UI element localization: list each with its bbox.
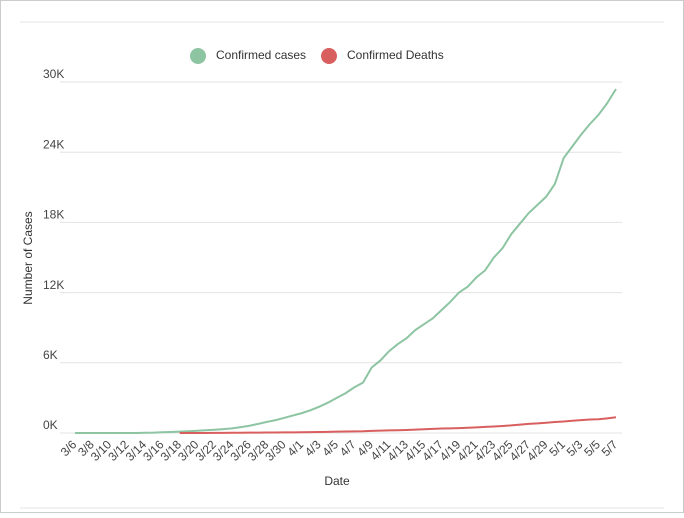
legend-swatch — [190, 48, 206, 64]
legend-label: Confirmed cases — [216, 48, 306, 62]
x-axis-label: Date — [324, 474, 350, 488]
y-tick-label: 6K — [43, 348, 58, 362]
y-tick-label: 12K — [43, 278, 64, 292]
series-line — [179, 416, 617, 434]
series-line — [75, 88, 617, 434]
y-axis-label: Number of Cases — [21, 211, 35, 304]
y-tick-label: 0K — [43, 418, 58, 432]
y-tick-label: 24K — [43, 137, 64, 151]
y-tick-label: 18K — [43, 208, 64, 222]
y-tick-label: 30K — [43, 67, 64, 81]
legend-label: Confirmed Deaths — [347, 48, 444, 62]
legend-swatch — [321, 48, 337, 64]
